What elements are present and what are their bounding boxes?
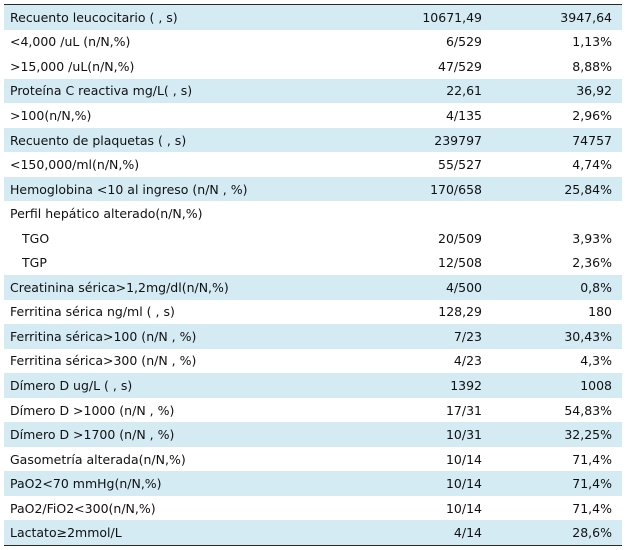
table-row: Creatinina sérica>1,2mg/dl(n/N,%) 4/500 0,… [4,275,622,300]
table-row: Ferritina sérica ng/ml ( , s) 128,29 180 [4,300,622,325]
table-row: Ferritina sérica>300 (n/N , %) 4/23 4,3% [4,349,622,374]
row-label: Dímero D ug/L ( , s) [10,377,133,393]
table-row: Gasometría alterada(n/N,%) 10/14 71,4% [4,447,622,472]
row-value-2: 8,88% [572,58,612,74]
row-value-2: 3947,64 [560,9,612,25]
row-value-1: 4/23 [453,353,482,369]
row-value-1: 10/31 [445,427,482,443]
table-row: <4,000 /uL (n/N,%) 6/529 1,13% [4,30,622,55]
row-value-2: 1008 [580,377,612,393]
row-value-2: 54,83% [564,402,612,418]
row-label: PaO2/FiO2<300(n/N,%) [10,500,156,516]
row-value-1: 239797 [434,132,482,148]
table-row: Recuento de plaquetas ( , s) 239797 74757 [4,127,622,153]
row-value-2: 0,8% [580,279,612,295]
row-label: Creatinina sérica>1,2mg/dl(n/N,%) [10,279,229,295]
row-value-2: 71,4% [572,476,612,492]
table-row: Dímero D >1000 (n/N , %) 17/31 54,83% [4,398,622,423]
row-value-2: 4,3% [580,353,612,369]
row-label: >100(n/N,%) [10,107,92,123]
lab-results-table: Recuento leucocitario ( , s) 10671,49 3947… [4,4,622,547]
row-label: Ferritina sérica ng/ml ( , s) [10,304,175,320]
row-label: TGO [22,230,50,246]
row-label: Perfil hepático alterado(n/N,%) [10,206,203,222]
row-value-1: 17/31 [445,402,482,418]
table-row: Perfil hepático alterado(n/N,%) [4,201,622,226]
table-row: PaO2<70 mmHg(n/N,%) 10/14 71,4% [4,471,622,496]
row-label: Ferritina sérica>300 (n/N , %) [10,353,197,369]
row-value-1: 7/23 [453,328,482,344]
row-value-2: 32,25% [564,427,612,443]
row-label: Proteína C reactiva mg/L( , s) [10,83,193,99]
table-row: PaO2/FiO2<300(n/N,%) 10/14 71,4% [4,496,622,521]
row-label: Dímero D >1000 (n/N , %) [10,402,175,418]
table-row: <150,000/ml(n/N,%) 55/527 4,74% [4,152,622,177]
row-label: <4,000 /uL (n/N,%) [10,34,131,50]
row-label: Recuento leucocitario ( , s) [10,9,178,25]
row-value-2: 3,93% [572,230,612,246]
table-row: TGO 20/509 3,93% [4,226,622,251]
table-row: Dímero D >1700 (n/N , %) 10/31 32,25% [4,422,622,447]
row-value-1: 10/14 [445,476,482,492]
row-value-1: 4/14 [453,525,482,541]
row-value-1: 20/509 [438,230,482,246]
row-label: Lactato≥2mmol/L [10,525,122,541]
table-row: Proteína C reactiva mg/L( , s) 22,61 36,92 [4,78,622,104]
table-row: Dímero D ug/L ( , s) 1392 1008 [4,373,622,398]
row-value-1: 128,29 [438,304,482,320]
row-value-2: 2,36% [572,255,612,271]
row-label: PaO2<70 mmHg(n/N,%) [10,476,162,492]
row-value-2: 25,84% [564,181,612,197]
row-value-1: 22,61 [446,83,482,99]
row-label: >15,000 /uL(n/N,%) [10,58,135,74]
table-row: Lactato≥2mmol/L 4/14 28,6% [4,520,622,546]
row-label: Dímero D >1700 (n/N , %) [10,427,175,443]
row-value-2: 1,13% [572,34,612,50]
row-label: TGP [22,255,47,271]
row-label: <150,000/ml(n/N,%) [10,157,140,173]
row-value-2: 28,6% [572,525,612,541]
row-value-1: 10/14 [445,500,482,516]
row-value-1: 6/529 [445,34,482,50]
table-row: >100(n/N,%) 4/135 2,96% [4,103,622,128]
row-value-1: 55/527 [438,157,482,173]
row-label: Recuento de plaquetas ( , s) [10,132,187,148]
row-value-2: 2,96% [572,107,612,123]
row-label: Hemoglobina <10 al ingreso (n/N , %) [10,181,248,197]
row-value-1: 10/14 [445,451,482,467]
table-row: Ferritina sérica>100 (n/N , %) 7/23 30,43% [4,324,622,349]
row-value-2: 30,43% [564,328,612,344]
row-value-2: 71,4% [572,500,612,516]
row-value-1: 47/529 [438,58,482,74]
row-value-1: 12/508 [438,255,482,271]
row-label: Ferritina sérica>100 (n/N , %) [10,328,197,344]
row-value-2: 4,74% [572,157,612,173]
row-value-2: 71,4% [572,451,612,467]
row-value-1: 170/658 [430,181,482,197]
table-row: TGP 12/508 2,36% [4,250,622,275]
row-label: Gasometría alterada(n/N,%) [10,451,186,467]
row-value-1: 4/135 [445,107,482,123]
table-row: Recuento leucocitario ( , s) 10671,49 3947… [4,5,622,30]
row-value-2: 180 [588,304,612,320]
row-value-1: 4/500 [445,279,482,295]
row-value-2: 74757 [572,132,612,148]
row-value-1: 1392 [450,377,482,393]
row-value-2: 36,92 [576,83,612,99]
row-value-1: 10671,49 [422,9,482,25]
table-row: Hemoglobina <10 al ingreso (n/N , %) 170/… [4,176,622,202]
table-row: >15,000 /uL(n/N,%) 47/529 8,88% [4,54,622,79]
